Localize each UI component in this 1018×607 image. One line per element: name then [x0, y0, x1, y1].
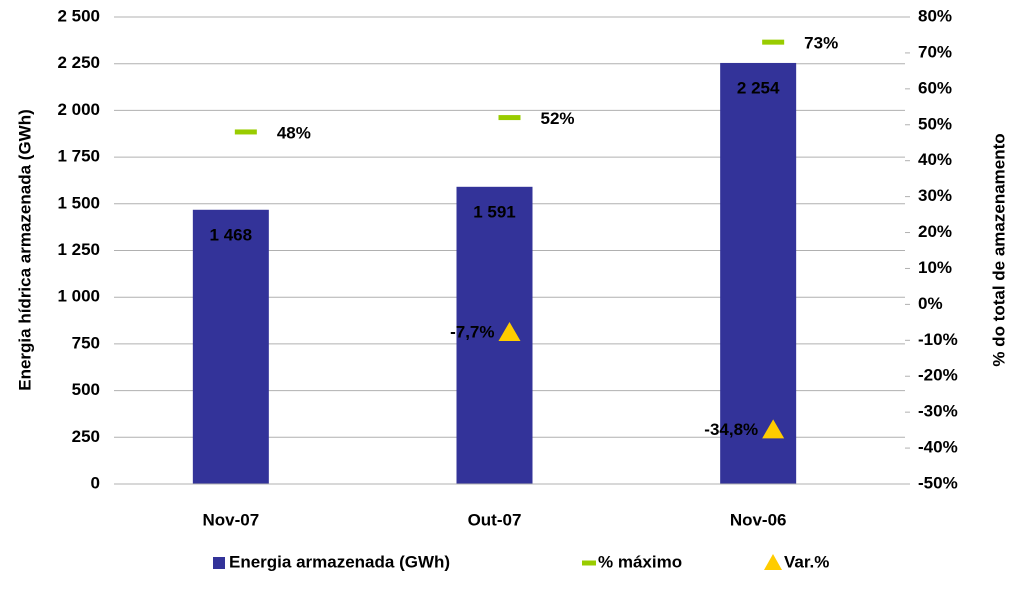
bar-value-label: 2 254 [737, 78, 780, 97]
y-tick-label: 0 [91, 473, 100, 492]
x-tick-label: Out-07 [468, 510, 522, 529]
y2-tick-label: 30% [918, 186, 952, 205]
y-tick-label: 1 750 [57, 147, 100, 166]
dash-value-label: 52% [541, 109, 575, 128]
bar-value-label: 1 591 [473, 202, 516, 221]
legend-label: Var.% [784, 552, 829, 571]
y2-tick-label: -50% [918, 473, 958, 492]
y2-tick-label: 70% [918, 42, 952, 61]
legend-label: % máximo [598, 552, 682, 571]
bar-value-label: 1 468 [210, 225, 253, 244]
legend-swatch [764, 554, 782, 570]
dash-value-label: 48% [277, 123, 311, 142]
y-tick-label: 2 250 [57, 53, 100, 72]
y-tick-label: 1 000 [57, 287, 100, 306]
dash-marker [762, 39, 785, 45]
y-tick-label: 750 [72, 333, 100, 352]
triangle-marker [498, 322, 521, 342]
y-tick-label: 1 250 [57, 240, 100, 259]
y2-tick-label: -10% [918, 330, 958, 349]
y2-tick-label: 0% [918, 294, 943, 313]
y2-tick-label: -40% [918, 438, 958, 457]
y2-tick-label: 10% [918, 258, 952, 277]
dash-marker [498, 115, 521, 121]
bar [192, 209, 269, 485]
y-tick-label: 250 [72, 427, 100, 446]
y2-tick-label: 60% [918, 78, 952, 97]
bar [720, 62, 797, 485]
legend-label: Energia armazenada (GWh) [229, 552, 450, 571]
y2-tick-label: -30% [918, 402, 958, 421]
y2-axis-title: % do total de amazenamento [989, 133, 1008, 366]
dash-value-label: 73% [804, 34, 838, 53]
x-tick-label: Nov-07 [202, 510, 259, 529]
triangle-value-label: -7,7% [450, 323, 494, 342]
y2-tick-label: -20% [918, 366, 958, 385]
y-tick-label: 2 500 [57, 6, 100, 25]
y2-tick-label: 40% [918, 150, 952, 169]
bar [456, 186, 533, 484]
y2-tick-label: 20% [918, 222, 952, 241]
y-tick-label: 500 [72, 380, 100, 399]
y-axis-title: Energia hídrica armazenada (GWh) [15, 109, 34, 391]
dash-marker [234, 129, 257, 135]
y-tick-label: 1 500 [57, 193, 100, 212]
y2-tick-label: 50% [918, 114, 952, 133]
y2-tick-label: 80% [918, 6, 952, 25]
legend-swatch [582, 560, 596, 566]
y-tick-label: 2 000 [57, 100, 100, 119]
triangle-value-label: -34,8% [704, 420, 758, 439]
legend-swatch [213, 557, 225, 569]
triangle-marker [762, 419, 785, 439]
x-tick-label: Nov-06 [730, 510, 787, 529]
